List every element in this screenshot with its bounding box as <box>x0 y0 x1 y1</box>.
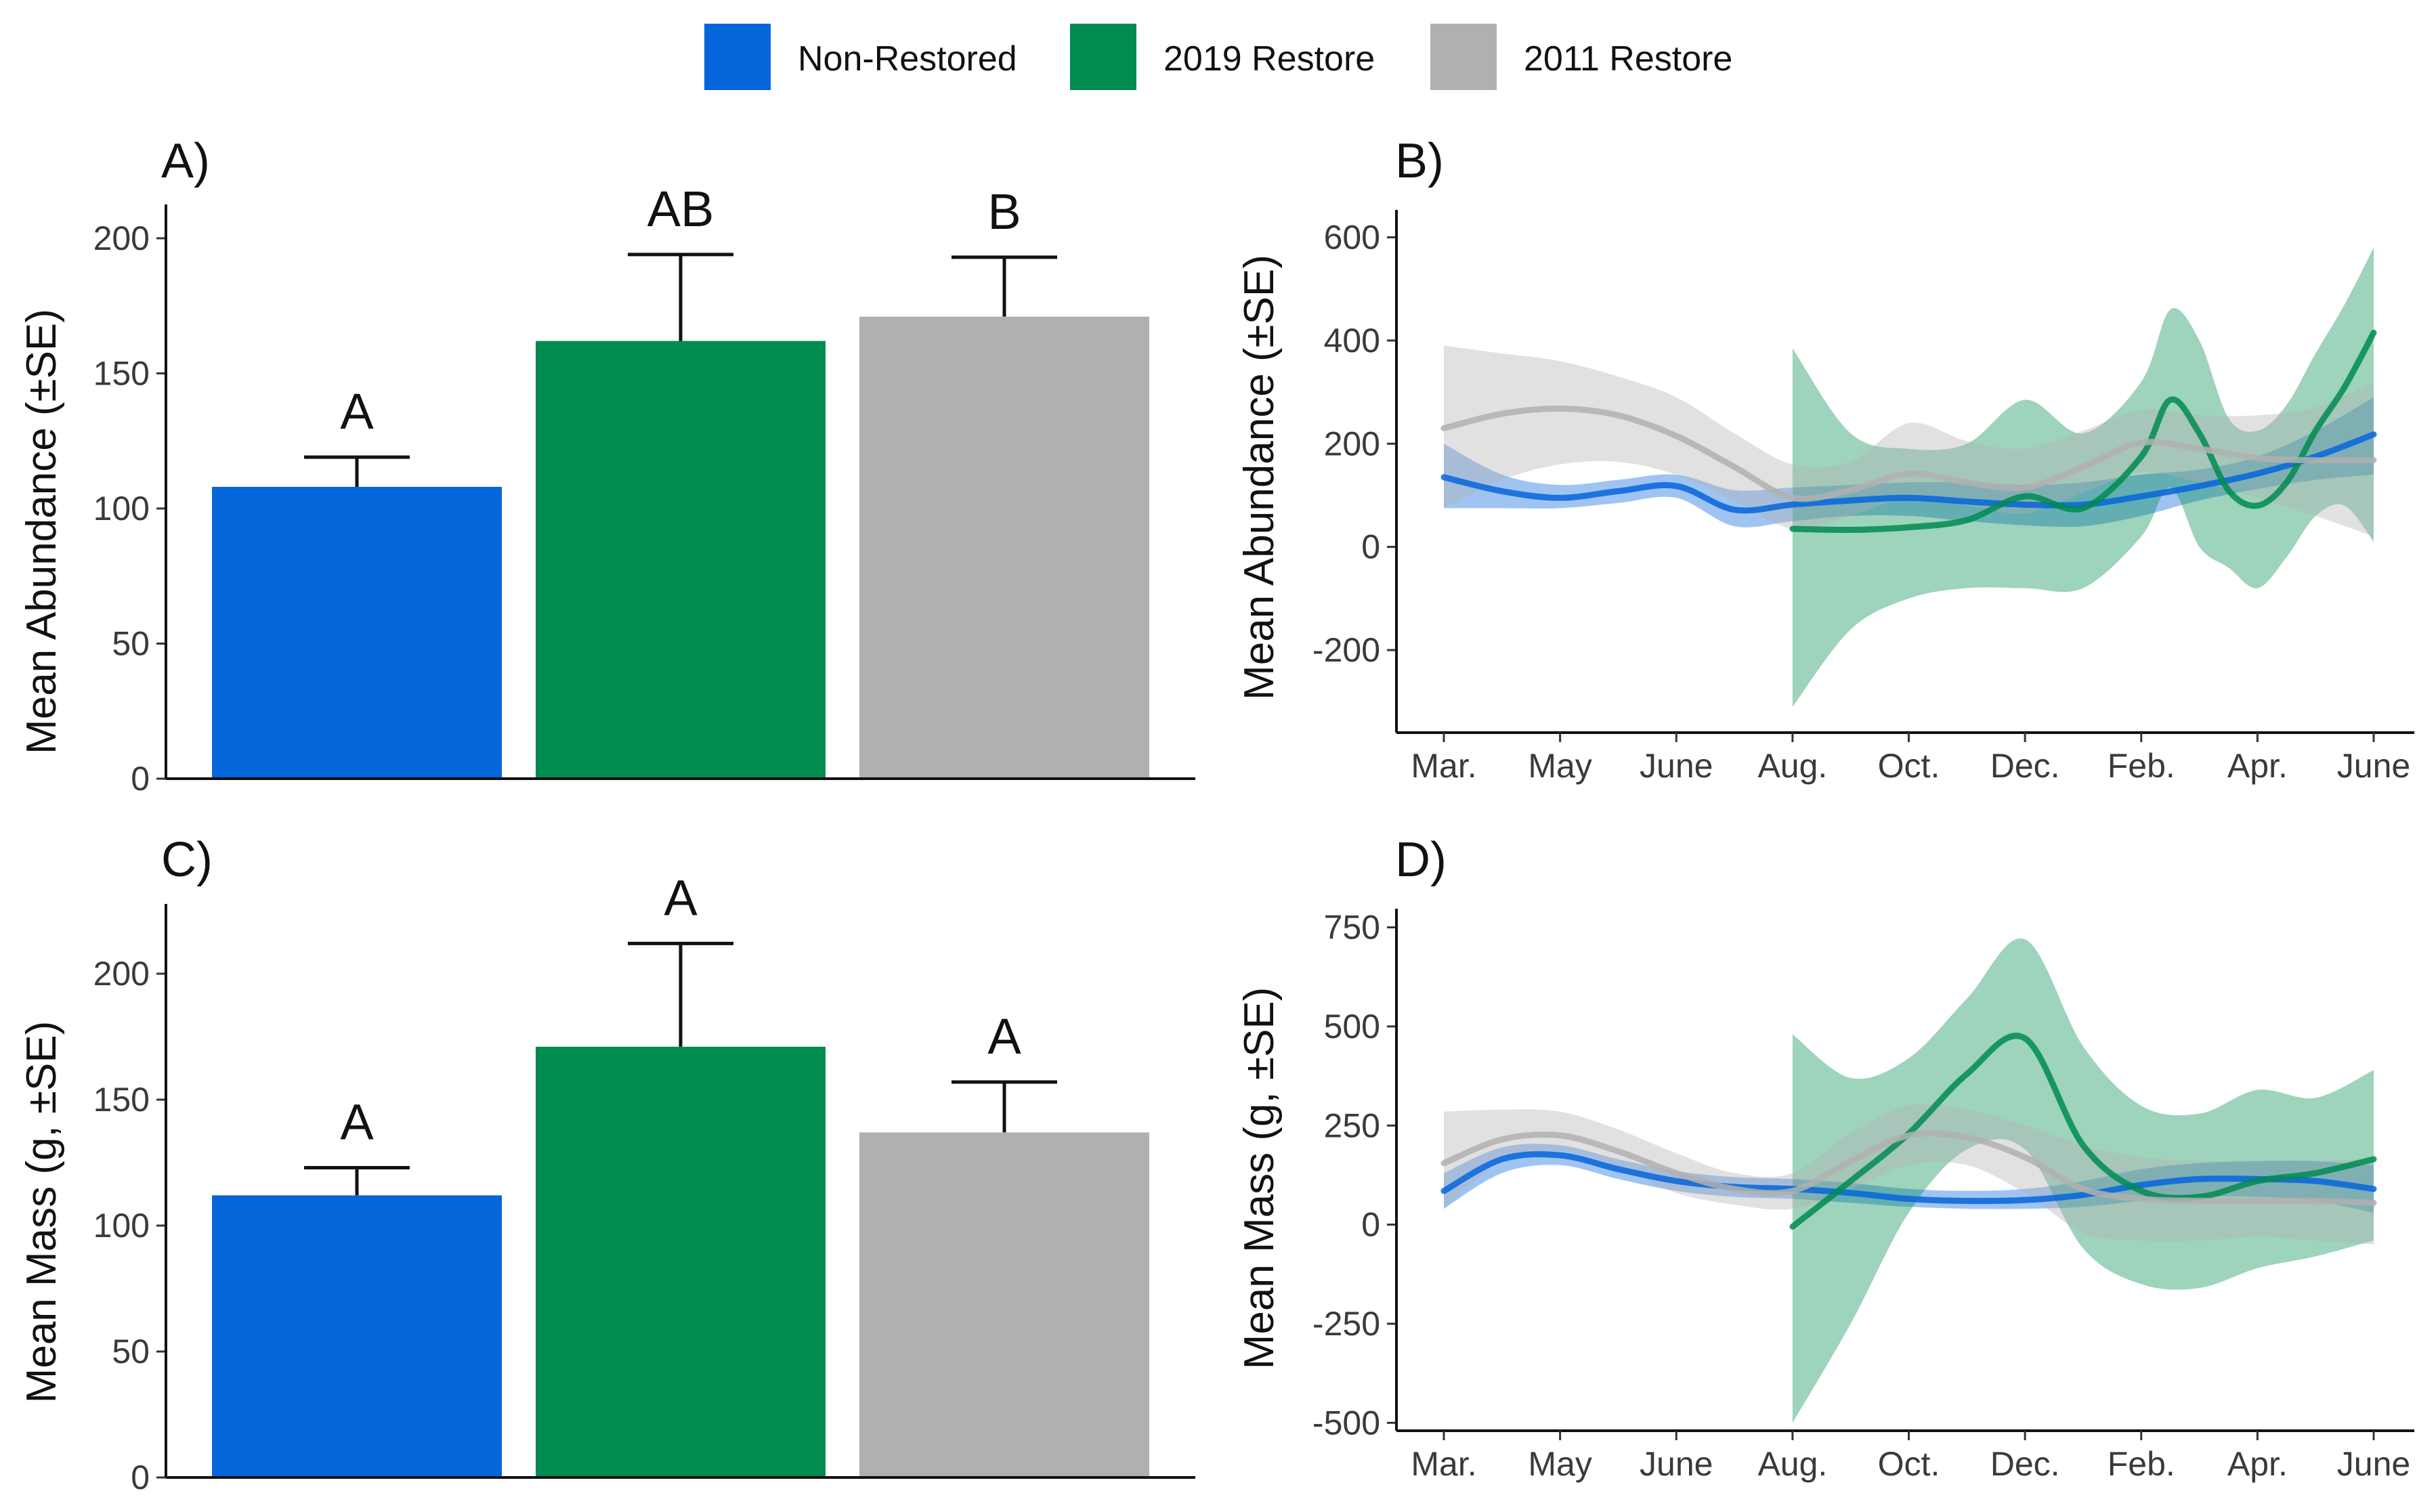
legend: Non-Restored 2019 Restore 2011 Restore <box>704 24 1732 90</box>
panel-d-y-tick-label: -250 <box>1312 1305 1380 1343</box>
panel-b-plot: -200 0 200 400 600 Mar. May June Aug. Oct. Dec. Feb… <box>1312 210 2414 785</box>
panel-a-sig-label-non-restored: A <box>340 383 374 439</box>
legend-label-non-restored: Non-Restored <box>798 39 1017 79</box>
panel-b-tag: B) <box>1395 134 1444 188</box>
panel-b-x-tick-label-june: June <box>1640 747 1713 785</box>
panel-b-y-tick-label: 600 <box>1324 218 1380 256</box>
panel-b-x-tick-label-aug: Aug. <box>1757 747 1827 785</box>
panel-a-sig-label-2011-restore: B <box>987 183 1021 240</box>
panel-a-plot: 0 50 100 150 200 A AB B <box>93 181 1195 798</box>
panel-d: D) Mean Mass (g, ±SE) -500 -250 0 250 500 750… <box>1236 833 2414 1483</box>
panel-d-y-tick-label: 250 <box>1324 1106 1380 1144</box>
panel-c-sig-label-non-restored: A <box>340 1094 374 1150</box>
panel-a: A) Mean Abundance (±SE) 0 50 100 150 200 A AB B <box>18 134 1195 798</box>
panel-b-y-tick-label: -200 <box>1312 631 1380 669</box>
panel-c-bar-2019-restore <box>536 1046 826 1476</box>
legend-swatch-non-restored <box>704 24 771 90</box>
panel-b-y-tick-label: 400 <box>1324 322 1380 360</box>
panel-d-x-tick-label-dec: Dec. <box>1990 1445 2060 1483</box>
panel-b-line-non-restored <box>1440 431 2377 514</box>
panel-d-x-tick-label-feb: Feb. <box>2108 1445 2175 1483</box>
panel-d-y-tick-label: 750 <box>1324 909 1380 947</box>
panel-b-ribbon-2011-restore <box>1444 345 2374 537</box>
panel-c-y-axis-title: Mean Mass (g, ±SE) <box>18 1021 65 1404</box>
panel-d-x-tick-label-mar: Mar. <box>1411 1445 1476 1483</box>
panel-d-y-tick-label: 500 <box>1324 1008 1380 1045</box>
panel-a-y-tick-label: 50 <box>112 624 150 662</box>
panel-c-y-tick-label: 100 <box>93 1207 150 1245</box>
panel-a-y-tick-label: 150 <box>93 354 150 392</box>
panel-d-y-axis-title: Mean Mass (g, ±SE) <box>1236 987 1283 1370</box>
legend-label-2019-restore: 2019 Restore <box>1163 39 1375 79</box>
panel-d-line-non-restored <box>1440 1151 2377 1205</box>
panel-c-y-tick-label: 0 <box>131 1459 150 1496</box>
panel-b-line-2019-restore <box>1789 329 2377 534</box>
legend-item-non-restored: Non-Restored <box>704 24 1017 90</box>
legend-item-2011-restore: 2011 Restore <box>1430 24 1732 90</box>
panel-c-tag: C) <box>161 833 213 887</box>
legend-swatch-2011-restore <box>1430 24 1497 90</box>
panel-a-bar-non-restored <box>212 487 502 777</box>
panel-c-sig-label-2011-restore: A <box>987 1008 1021 1064</box>
legend-label-2011-restore: 2011 Restore <box>1524 39 1732 79</box>
panel-d-x-tick-label-june: June <box>2337 1445 2410 1483</box>
panel-d-line-2011-restore <box>1440 1130 2377 1206</box>
panel-d-ribbon-non-restored <box>1444 1144 2374 1213</box>
panel-b-ribbon-2019-restore <box>1792 247 2374 707</box>
panel-b-y-axis-title: Mean Abundance (±SE) <box>1236 255 1283 700</box>
panel-b-x-tick-label-dec: Dec. <box>1990 747 2060 785</box>
panel-d-x-tick-label-june: June <box>1640 1445 1713 1483</box>
panel-c-y-tick-label: 150 <box>93 1081 150 1119</box>
panel-c-y-tick-label: 200 <box>93 955 150 993</box>
panel-a-sig-label-2019-restore: AB <box>647 181 714 237</box>
panel-a-y-tick-label: 200 <box>93 219 150 257</box>
panel-b-y-tick-label: 200 <box>1324 425 1380 462</box>
panel-d-x-tick-label-aug: Aug. <box>1757 1445 1827 1483</box>
panel-d-x-tick-label-oct: Oct. <box>1878 1445 1940 1483</box>
panel-b-x-tick-label-apr: Apr. <box>2227 747 2288 785</box>
panel-b-x-tick-label-may: May <box>1528 747 1591 785</box>
panel-d-ribbon-2011-restore <box>1444 1104 2374 1245</box>
panel-d-tag: D) <box>1395 833 1447 887</box>
panel-a-bar-2019-restore <box>536 341 826 777</box>
panel-a-y-tick-label: 100 <box>93 490 150 527</box>
panel-b: B) Mean Abundance (±SE) -200 0 200 400 600 Ma… <box>1236 134 2414 785</box>
panel-b-x-tick-label-mar: Mar. <box>1411 747 1476 785</box>
panel-b-line-2011-restore <box>1440 405 2377 502</box>
panel-a-y-tick-label: 0 <box>131 760 150 798</box>
panel-c-plot: 0 50 100 150 200 A A A <box>93 869 1195 1496</box>
panel-d-ribbon-2019-restore <box>1792 938 2374 1423</box>
panel-d-plot: -500 -250 0 250 500 750 Mar. May June Aug. Oct. Dec… <box>1312 909 2414 1483</box>
panel-c-sig-label-2019-restore: A <box>664 869 698 926</box>
panel-c: C) Mean Mass (g, ±SE) 0 50 100 150 200 A A A <box>18 833 1195 1496</box>
panel-d-y-tick-label: 0 <box>1361 1206 1380 1244</box>
panel-a-y-axis-title: Mean Abundance (±SE) <box>18 309 65 754</box>
legend-swatch-2019-restore <box>1070 24 1136 90</box>
panel-c-bar-non-restored <box>212 1195 502 1476</box>
panel-b-y-tick-label: 0 <box>1361 528 1380 566</box>
panel-d-line-2019-restore <box>1789 1033 2377 1230</box>
panel-d-x-tick-label-apr: Apr. <box>2227 1445 2288 1483</box>
panel-b-x-tick-label-oct: Oct. <box>1878 747 1940 785</box>
panel-a-bar-2011-restore <box>859 316 1149 778</box>
panel-c-bar-2011-restore <box>859 1132 1149 1476</box>
panel-c-y-tick-label: 50 <box>112 1333 150 1370</box>
panel-b-x-tick-label-feb: Feb. <box>2108 747 2175 785</box>
legend-item-2019-restore: 2019 Restore <box>1070 24 1375 90</box>
panel-d-y-tick-label: -500 <box>1312 1404 1380 1442</box>
panel-d-x-tick-label-may: May <box>1528 1445 1591 1483</box>
panel-a-tag: A) <box>161 134 210 188</box>
panel-b-x-tick-label-june: June <box>2337 747 2410 785</box>
